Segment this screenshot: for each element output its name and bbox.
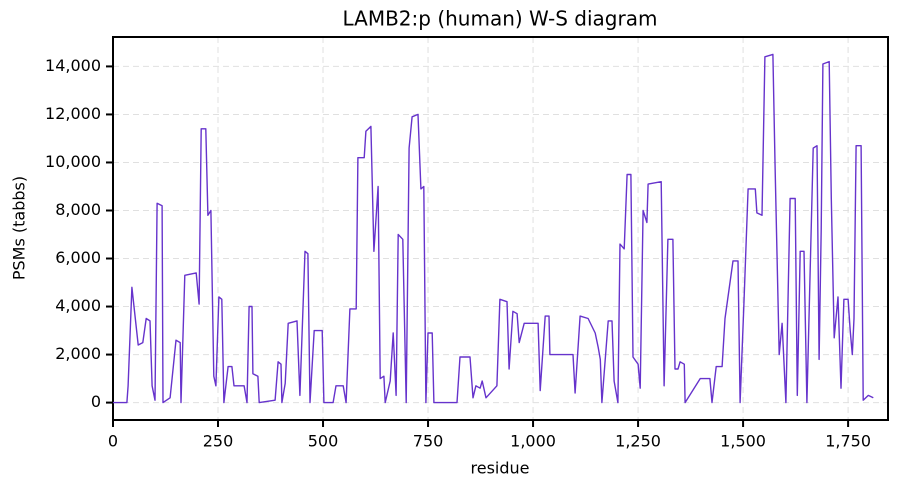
y-tick-label: 2,000 bbox=[55, 344, 101, 363]
x-tick-label: 1,750 bbox=[825, 432, 871, 451]
x-tick-label: 250 bbox=[203, 432, 234, 451]
x-tick-label: 0 bbox=[108, 432, 118, 451]
plot-frame bbox=[112, 36, 889, 421]
y-tick-label: 8,000 bbox=[55, 200, 101, 219]
x-tick-label: 1,250 bbox=[615, 432, 661, 451]
y-tick-label: 0 bbox=[91, 392, 101, 411]
x-tick-label: 750 bbox=[413, 432, 444, 451]
y-tick-label: 14,000 bbox=[45, 56, 101, 75]
x-tick-label: 1,500 bbox=[720, 432, 766, 451]
y-tick-label: 4,000 bbox=[55, 296, 101, 315]
x-axis-label: residue bbox=[471, 459, 530, 478]
x-tick-label: 1,000 bbox=[510, 432, 556, 451]
data-line bbox=[113, 53, 874, 404]
y-tick-label: 12,000 bbox=[45, 104, 101, 123]
chart-title: LAMB2:p (human) W-S diagram bbox=[343, 7, 658, 31]
y-tick-label: 10,000 bbox=[45, 152, 101, 171]
y-axis-label: PSMs (tabbs) bbox=[10, 176, 29, 280]
y-tick-label: 6,000 bbox=[55, 248, 101, 267]
x-tick-label: 500 bbox=[308, 432, 339, 451]
